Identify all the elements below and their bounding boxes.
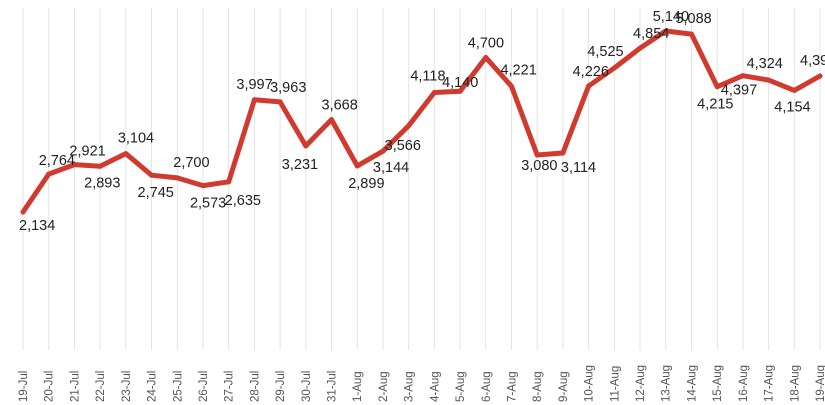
x-tick-label-28-Jul: 28-Jul <box>249 371 261 402</box>
data-point-2-Aug <box>380 148 386 154</box>
data-label-10-Aug: 4,226 <box>573 64 609 80</box>
data-label-11-Aug: 4,525 <box>587 44 623 60</box>
data-point-8-Aug <box>534 152 540 158</box>
data-label-13-Aug: 5,140 <box>653 9 689 25</box>
data-point-15-Aug <box>714 84 720 90</box>
data-point-13-Aug <box>663 28 669 34</box>
data-point-12-Aug <box>637 45 643 51</box>
data-point-26-Jul <box>200 183 206 189</box>
data-point-16-Aug <box>740 73 746 79</box>
data-label-22-Jul: 2,893 <box>84 175 120 191</box>
data-point-21-Jul <box>71 162 77 168</box>
x-tick-label-22-Jul: 22-Jul <box>95 371 107 402</box>
series-line <box>20 28 823 215</box>
data-point-4-Aug <box>431 90 437 96</box>
x-tick-label-5-Aug: 5-Aug <box>455 371 467 402</box>
x-tick-label-12-Aug: 12-Aug <box>635 365 647 402</box>
data-label-28-Jul: 3,997 <box>236 77 272 93</box>
data-point-31-Jul <box>329 117 335 123</box>
x-tick-label-24-Jul: 24-Jul <box>147 371 159 402</box>
data-label-8-Aug: 3,080 <box>521 158 557 174</box>
data-label-27-Jul: 2,635 <box>225 193 261 209</box>
x-tick-label-23-Jul: 23-Jul <box>121 371 133 402</box>
data-label-19-Jul: 2,134 <box>19 218 55 234</box>
data-label-26-Jul: 2,573 <box>190 196 226 212</box>
data-point-24-Jul <box>149 172 155 178</box>
x-tick-label-29-Jul: 29-Jul <box>275 371 287 402</box>
x-tick-label-8-Aug: 8-Aug <box>532 371 544 402</box>
data-point-18-Aug <box>791 87 797 93</box>
data-label-7-Aug: 4,221 <box>500 62 536 78</box>
data-label-6-Aug: 4,700 <box>468 35 504 51</box>
data-label-25-Jul: 2,700 <box>173 155 209 171</box>
data-label-1-Aug: 2,899 <box>348 176 384 192</box>
x-tick-label-18-Aug: 18-Aug <box>789 365 801 402</box>
x-tick-label-17-Aug: 17-Aug <box>764 365 776 402</box>
data-point-29-Jul <box>277 99 283 105</box>
x-tick-label-27-Jul: 27-Jul <box>224 371 236 402</box>
data-point-3-Aug <box>406 123 412 129</box>
x-tick-label-10-Aug: 10-Aug <box>584 365 596 402</box>
data-label-16-Aug: 4,397 <box>721 83 757 99</box>
data-point-5-Aug <box>457 88 463 94</box>
data-point-20-Jul <box>46 171 52 177</box>
data-point-9-Aug <box>560 150 566 156</box>
data-point-7-Aug <box>508 83 514 89</box>
data-point-10-Aug <box>586 83 592 89</box>
x-tick-label-21-Jul: 21-Jul <box>69 371 81 402</box>
x-tick-label-19-Aug: 19-Aug <box>815 365 825 402</box>
x-tick-label-30-Jul: 30-Jul <box>301 371 313 402</box>
data-label-23-Jul: 3,104 <box>118 131 154 147</box>
x-tick-label-6-Aug: 6-Aug <box>481 371 493 402</box>
x-tick-label-14-Aug: 14-Aug <box>686 365 698 402</box>
x-tick-label-4-Aug: 4-Aug <box>429 371 441 402</box>
x-tick-label-15-Aug: 15-Aug <box>712 365 724 402</box>
data-label-5-Aug: 4,140 <box>442 75 478 91</box>
x-tick-label-11-Aug: 11-Aug <box>609 366 621 402</box>
x-tick-label-20-Jul: 20-Jul <box>44 371 56 402</box>
data-label-9-Aug: 3,114 <box>561 160 596 176</box>
x-tick-label-25-Jul: 25-Jul <box>172 371 184 402</box>
data-point-27-Jul <box>226 179 232 185</box>
x-tick-label-13-Aug: 13-Aug <box>661 365 673 402</box>
data-point-1-Aug <box>354 163 360 169</box>
data-label-3-Aug: 3,566 <box>385 138 421 154</box>
data-label-15-Aug: 4,215 <box>697 97 733 113</box>
data-label-30-Jul: 3,231 <box>282 157 318 173</box>
data-point-17-Aug <box>766 77 772 83</box>
x-tick-label-31-Jul: 31-Jul <box>327 371 339 402</box>
data-point-23-Jul <box>123 151 129 157</box>
x-tick-label-3-Aug: 3-Aug <box>404 371 416 402</box>
data-point-14-Aug <box>688 31 694 37</box>
x-tick-label-2-Aug: 2-Aug <box>378 371 390 402</box>
data-label-18-Aug: 4,154 <box>774 99 810 115</box>
data-label-2-Aug: 3,144 <box>373 160 409 176</box>
x-tick-label-7-Aug: 7-Aug <box>506 371 518 402</box>
data-label-20-Jul: 2,764 <box>39 153 75 169</box>
data-point-19-Jul <box>20 209 26 215</box>
data-label-12-Aug: 4,854 <box>633 26 669 42</box>
data-point-19-Aug <box>817 73 823 79</box>
data-label-19-Aug: 4,392 <box>800 53 825 69</box>
data-label-14-Aug: 5,088 <box>675 11 711 27</box>
data-label-24-Jul: 2,745 <box>138 185 174 201</box>
data-point-22-Jul <box>97 163 103 169</box>
data-label-17-Aug: 4,324 <box>747 56 783 72</box>
data-point-6-Aug <box>483 54 489 60</box>
data-label-29-Jul: 3,963 <box>270 80 306 96</box>
x-tick-label-9-Aug: 9-Aug <box>558 371 570 402</box>
x-tick-label-16-Aug: 16-Aug <box>738 365 750 402</box>
data-label-21-Jul: 2,921 <box>69 144 105 160</box>
data-point-25-Jul <box>174 175 180 181</box>
data-label-31-Jul: 3,668 <box>322 98 358 114</box>
data-point-28-Jul <box>251 97 257 103</box>
data-point-11-Aug <box>611 65 617 71</box>
data-label-4-Aug: 4,118 <box>410 69 445 85</box>
x-tick-label-1-Aug: 1-Aug <box>352 371 364 402</box>
data-point-30-Jul <box>303 143 309 149</box>
x-tick-label-26-Jul: 26-Jul <box>198 371 210 402</box>
x-tick-label-19-Jul: 19-Jul <box>18 371 30 402</box>
